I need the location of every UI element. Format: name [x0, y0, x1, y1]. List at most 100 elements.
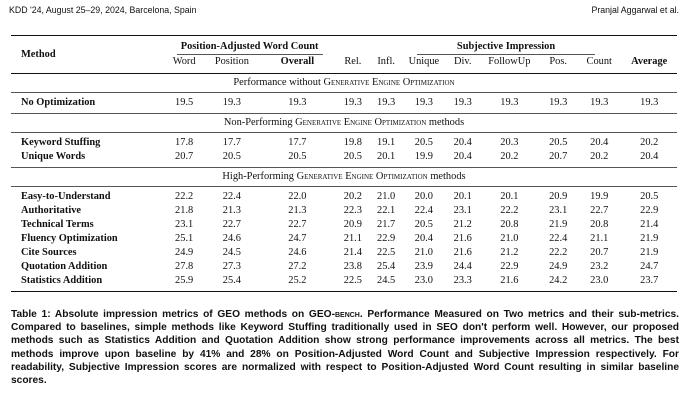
subheader-average: Average	[631, 56, 668, 67]
subheader-pos: Pos.	[549, 56, 567, 67]
venue-line: KDD '24, August 25–29, 2024, Barcelona, …	[9, 5, 197, 15]
cell-average: 19.3	[640, 97, 659, 108]
cell-pos: 24.9	[549, 261, 568, 272]
table-caption: Table 1: Absolute impression metrics of …	[11, 309, 679, 387]
table-row: Keyword Stuffing 17.8 17.7 17.7 19.8 19.1 20.5…	[11, 133, 677, 151]
cell-position: 22.7	[222, 219, 241, 230]
method-name: Cite Sources	[21, 247, 77, 258]
cell-average: 20.4	[640, 151, 659, 162]
cell-count: 20.4	[590, 137, 609, 148]
cell-followup: 20.2	[500, 151, 519, 162]
cell-rel: 20.5	[343, 151, 362, 162]
table-body: Performance without Generative Engine Op…	[11, 73, 677, 292]
cell-unique: 21.0	[414, 247, 433, 258]
cell-unique: 20.4	[414, 233, 433, 244]
cell-overall: 20.5	[288, 151, 307, 162]
cell-position: 24.6	[222, 233, 241, 244]
cell-word: 27.8	[175, 261, 194, 272]
cell-average: 23.7	[640, 275, 659, 286]
method-name: Unique Words	[21, 151, 86, 162]
subheader-position: Position	[214, 56, 249, 67]
cell-count: 19.3	[590, 97, 609, 108]
cell-infl: 19.1	[377, 137, 396, 148]
table-row: No Optimization 19.5 19.3 19.3 19.3 19.3 19.3 1…	[11, 93, 677, 114]
method-name: Statistics Addition	[21, 275, 103, 286]
cell-position: 21.3	[222, 205, 241, 216]
cell-pos: 22.2	[549, 247, 568, 258]
cell-rel: 22.5	[343, 275, 362, 286]
section-title: Performance without Generative Engine Op…	[233, 77, 455, 88]
cell-count: 20.2	[590, 151, 609, 162]
cell-infl: 20.1	[377, 151, 396, 162]
cell-pos: 20.5	[549, 137, 568, 148]
cell-rel: 21.4	[343, 247, 362, 258]
cell-overall: 22.7	[288, 219, 307, 230]
cell-count: 20.8	[590, 219, 609, 230]
subheader-infl: Infl.	[377, 56, 395, 67]
cell-position: 20.5	[222, 151, 241, 162]
cell-overall: 27.2	[288, 261, 307, 272]
running-header: KDD '24, August 25–29, 2024, Barcelona, …	[9, 5, 679, 19]
cell-rel: 20.9	[343, 219, 362, 230]
results-table-container: Method Position-Adjusted Word Count Subj…	[11, 35, 677, 292]
cell-div: 24.4	[453, 261, 472, 272]
cell-overall: 25.2	[288, 275, 307, 286]
cell-div: 19.3	[453, 97, 472, 108]
cell-overall: 21.3	[288, 205, 307, 216]
table-row: Quotation Addition 27.8 27.3 27.2 23.8 25.4 23…	[11, 260, 677, 274]
method-name: No Optimization	[21, 97, 96, 108]
cell-count: 23.0	[590, 275, 609, 286]
cell-rel: 19.3	[343, 97, 362, 108]
cell-position: 17.7	[222, 137, 241, 148]
cell-unique: 20.0	[414, 191, 433, 202]
cell-div: 21.2	[453, 219, 472, 230]
group-header-row: Method Position-Adjusted Word Count Subj…	[11, 35, 677, 60]
cell-pos: 19.3	[549, 97, 568, 108]
cell-infl: 25.4	[377, 261, 396, 272]
cell-word: 21.8	[175, 205, 194, 216]
group-header-pawc: Position-Adjusted Word Count	[164, 36, 335, 55]
section-row-highperforming: High-Performing Generative Engine Optimi…	[11, 167, 677, 187]
results-table: Method Position-Adjusted Word Count Subj…	[11, 35, 677, 292]
cell-followup: 19.3	[500, 97, 519, 108]
cell-unique: 20.5	[414, 137, 433, 148]
subheader-unique: Unique	[408, 56, 440, 67]
subheader-count: Count	[586, 56, 612, 67]
table-row: Fluency Optimization 25.1 24.6 24.7 21.1 22.9…	[11, 232, 677, 246]
cell-div: 21.6	[453, 233, 472, 244]
cell-average: 20.5	[640, 191, 659, 202]
cell-infl: 19.3	[377, 97, 396, 108]
section-title: High-Performing Generative Engine Optimi…	[222, 171, 466, 182]
cell-word: 20.7	[175, 151, 194, 162]
table-row: Technical Terms 23.1 22.7 22.7 20.9 21.7 20.5 2…	[11, 218, 677, 232]
cell-word: 22.2	[175, 191, 194, 202]
cell-count: 23.2	[590, 261, 609, 272]
table-row: Statistics Addition 25.9 25.4 25.2 22.5 24.5 2…	[11, 274, 677, 292]
cell-average: 21.4	[640, 219, 659, 230]
cell-average: 24.7	[640, 261, 659, 272]
method-name: Fluency Optimization	[21, 233, 118, 244]
table-row: Unique Words 20.7 20.5 20.5 20.5 20.1 19.9 20.4…	[11, 150, 677, 168]
cell-infl: 22.5	[377, 247, 396, 258]
section-row-baseline: Performance without Generative Engine Op…	[11, 73, 677, 93]
subheader-rel: Rel.	[344, 56, 362, 67]
cell-div: 23.1	[453, 205, 472, 216]
section-title: Non-Performing Generative Engine Optimiz…	[223, 117, 465, 128]
cell-word: 24.9	[175, 247, 194, 258]
cell-div: 20.1	[453, 191, 472, 202]
cell-average: 22.9	[640, 205, 659, 216]
cell-unique: 23.9	[414, 261, 433, 272]
cell-word: 25.9	[175, 275, 194, 286]
cell-overall: 24.6	[288, 247, 307, 258]
cell-overall: 22.0	[288, 191, 307, 202]
cell-followup: 22.2	[500, 205, 519, 216]
cell-pos: 20.7	[549, 151, 568, 162]
cell-pos: 23.1	[549, 205, 568, 216]
cell-infl: 21.7	[377, 219, 396, 230]
cell-pos: 21.9	[549, 219, 568, 230]
cell-followup: 22.9	[500, 261, 519, 272]
cell-div: 20.4	[453, 151, 472, 162]
cell-unique: 23.0	[414, 275, 433, 286]
cell-position: 19.3	[222, 97, 241, 108]
cell-average: 21.9	[640, 233, 659, 244]
